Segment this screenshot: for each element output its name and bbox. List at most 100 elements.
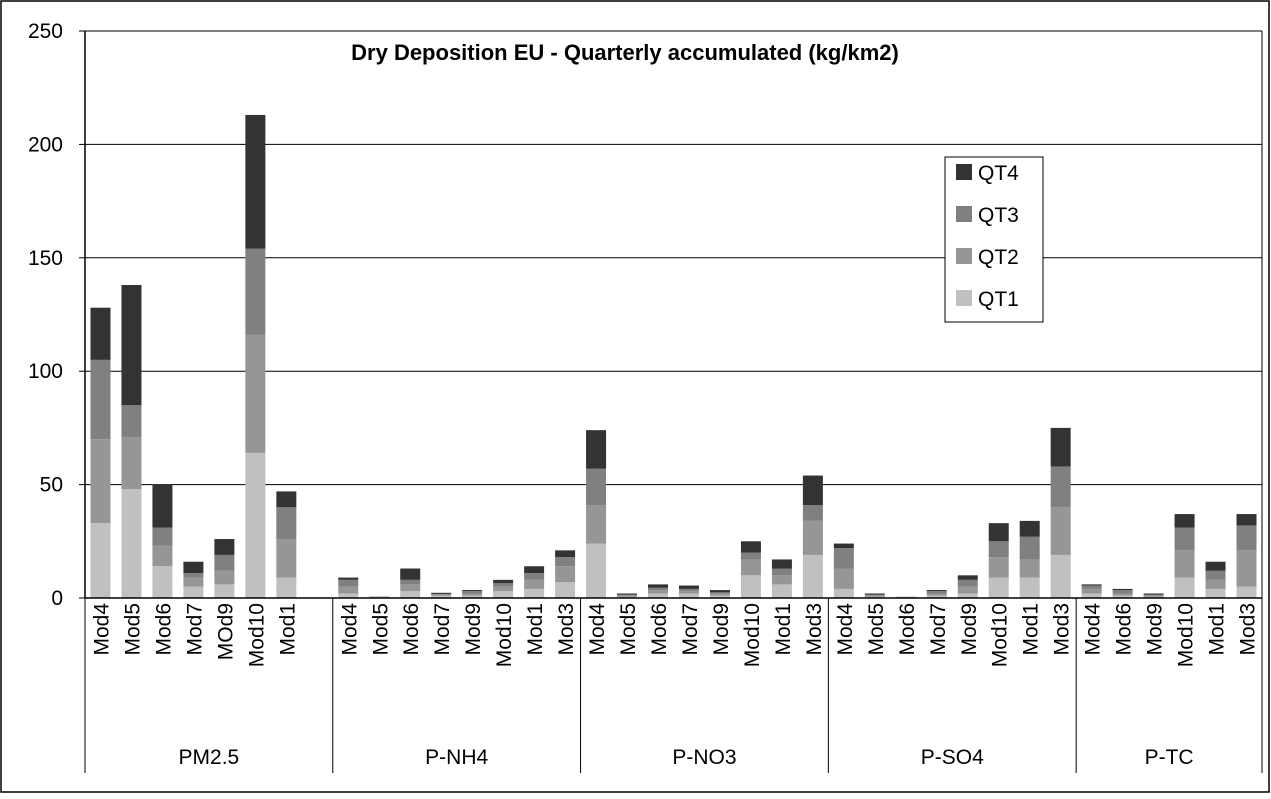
bar-segment [1144,596,1164,597]
bar-segment [1237,514,1257,525]
x-tick-label: Mod5 [865,603,888,656]
y-tick-label: 150 [28,247,63,270]
bar-segment [1237,525,1257,550]
bar-segment [90,308,110,360]
bar-segment [1082,589,1102,594]
bar-segment [586,469,606,505]
bar-segment [431,593,451,594]
legend-swatch [956,248,972,264]
x-tick-label: Mod6 [152,603,175,656]
legend-swatch [956,290,972,306]
bar-segment [214,539,234,555]
bar-segment [710,592,730,593]
bar-segment [152,485,172,528]
bar-segment [834,548,854,568]
x-tick-label: Mod4 [1082,603,1105,656]
bar-segment [1237,587,1257,598]
x-tick-label: Mod7 [431,603,454,656]
bar-segment [679,586,699,589]
bar-segment [617,593,637,594]
x-tick-label: Mod10 [1175,603,1198,667]
legend-label: QT3 [978,204,1019,227]
x-tick-label: Mod6 [648,603,671,656]
bar-segment [710,593,730,595]
bar-segment [1237,550,1257,586]
bar-segment [183,562,203,573]
bar-segment [1206,571,1226,580]
bar-segment [1206,580,1226,589]
bar-segment [276,578,296,598]
x-tick-label: Mod7 [927,603,950,656]
bar-segment [741,575,761,598]
legend-swatch [956,206,972,222]
bar-segment [741,559,761,575]
bar-segment [617,595,637,596]
bar-segment [741,553,761,560]
bar-segment [462,593,482,595]
x-tick-label: Mod5 [369,603,392,656]
y-tick-label: 200 [28,133,63,156]
x-tick-label: Mod3 [1237,603,1260,656]
bar-segment [834,544,854,549]
bar-segment [400,591,420,598]
x-tick-label: Mod7 [183,603,206,656]
bar-segment [1113,590,1133,593]
bar-segment [772,575,792,584]
bar-segment [834,569,854,589]
bar-segment [803,476,823,505]
bar-segment [803,555,823,598]
bar-segment [1020,537,1040,560]
bar-segment [803,505,823,521]
bar-segment [989,557,1009,577]
group-label: P-NH4 [425,746,488,769]
bar-segment [1175,528,1195,551]
bar-segment [710,590,730,592]
bar-segment [648,588,668,590]
bar-segment [586,544,606,598]
bar-segment [1082,586,1102,589]
legend-label: QT4 [978,162,1019,185]
bar-segment [214,555,234,571]
group-label: PM2.5 [179,746,240,769]
bar-segment [90,360,110,439]
y-tick-label: 100 [28,360,63,383]
x-tick-label: Mod1 [1206,603,1229,656]
bar-segment [1020,521,1040,537]
bar-segment [276,539,296,578]
bar-segment [586,430,606,469]
bar-segment [679,589,699,591]
bar-segment [865,596,885,597]
x-tick-label: Mod1 [524,603,547,656]
bar-segment [1020,578,1040,598]
x-tick-label: Mod6 [1113,603,1136,656]
x-tick-label: Mod3 [1051,603,1074,656]
bar-segment [989,578,1009,598]
bar-segment [338,587,358,594]
group-label: P-SO4 [921,746,984,769]
bar-segment [276,491,296,507]
bar-segment [927,591,947,593]
bar-segment [927,590,947,591]
x-tick-label: Mod4 [338,603,361,656]
bar-segment [493,583,513,586]
bar-segment [121,437,141,489]
bar-segment [183,587,203,598]
bar-segment [772,559,792,568]
y-tick-label: 50 [40,474,63,497]
bar-segment [152,546,172,566]
bar-segment [183,573,203,578]
x-tick-label: Mod1 [1020,603,1043,656]
bar-segment [400,580,420,585]
bar-segment [121,489,141,598]
bar-segment [245,335,265,453]
bar-segment [524,589,544,598]
bar-segment [90,439,110,523]
bar-segment [586,505,606,544]
bar-segment [1020,559,1040,577]
x-tick-label: MOd9 [214,603,237,660]
bar-segment [1175,514,1195,528]
x-tick-label: Mod10 [741,603,764,667]
bar-segment [493,580,513,583]
